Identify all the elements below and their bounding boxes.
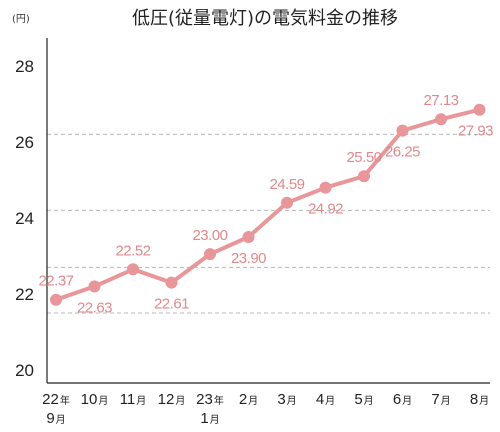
chart-title: 低圧(従量電灯)の電気料金の推移	[132, 8, 398, 29]
x-tick-label-2: 11月	[120, 391, 147, 408]
x-axis-ticks: 22年 9月 10月 11月 12月 23年 1月 2月 3月 4月 5月 6月 7月 8月	[42, 391, 489, 427]
data-label-4: 23.00	[192, 227, 227, 244]
data-point-2	[127, 263, 139, 276]
x-tick-sublabel-0: 9月	[46, 410, 65, 427]
data-label-6: 24.59	[269, 176, 304, 193]
x-tick-label-4: 23年	[196, 391, 224, 408]
data-point-7	[319, 181, 332, 194]
data-point-10	[435, 113, 447, 126]
data-label-5: 23.90	[231, 250, 266, 267]
data-label-10: 27.13	[423, 92, 458, 109]
y-tick-label-28: 28	[15, 57, 34, 76]
data-point-5	[242, 231, 255, 243]
data-point-4	[204, 248, 216, 261]
data-point-6	[281, 196, 293, 209]
grid-lines	[47, 133, 490, 314]
data-label-7: 24.92	[308, 201, 343, 218]
series-line-layer	[54, 107, 482, 302]
data-label-3: 22.61	[154, 296, 189, 313]
x-tick-label-0: 22年	[42, 391, 70, 408]
x-tick-label-11: 8月	[470, 391, 489, 408]
y-tick-label-20: 20	[15, 361, 34, 380]
data-label-8: 25.50	[346, 149, 381, 166]
x-tick-label-8: 5月	[354, 391, 373, 408]
y-axis-ticks: 20 22 24 26 28	[15, 57, 34, 380]
data-point-3	[165, 276, 178, 289]
data-point-8	[358, 170, 370, 183]
series-line	[54, 107, 482, 302]
x-tick-label-1: 10月	[81, 391, 109, 408]
data-point-1	[88, 280, 101, 293]
y-tick-label-26: 26	[15, 133, 34, 152]
x-tick-label-7: 4月	[316, 391, 335, 408]
data-label-1: 22.63	[77, 299, 112, 316]
data-label-2: 22.52	[115, 242, 150, 259]
x-tick-label-10: 7月	[431, 391, 450, 408]
x-tick-label-6: 3月	[277, 391, 296, 408]
data-label-9: 26.25	[385, 144, 420, 161]
y-axis-unit-label: (円)	[12, 14, 30, 25]
data-point-9	[396, 124, 409, 137]
data-point-0	[50, 293, 62, 306]
y-tick-label-24: 24	[15, 209, 34, 228]
data-label-11: 27.93	[458, 123, 493, 140]
x-tick-label-5: 2月	[239, 391, 258, 408]
x-tick-label-3: 12月	[158, 391, 186, 408]
y-tick-label-22: 22	[15, 285, 34, 304]
data-label-0: 22.37	[38, 273, 73, 290]
x-tick-label-9: 6月	[393, 391, 412, 408]
data-point-11	[473, 103, 486, 116]
x-tick-sublabel-4: 1月	[200, 410, 219, 427]
data-points-layer	[50, 103, 486, 306]
